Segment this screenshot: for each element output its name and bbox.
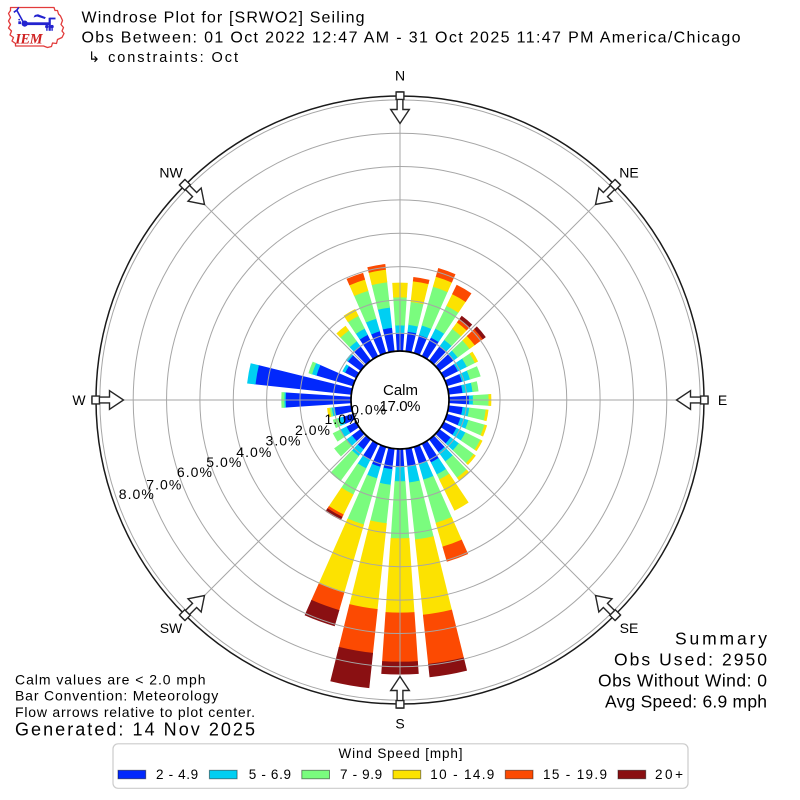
svg-text:10 - 14.9: 10 - 14.9 [430,767,494,782]
svg-text:↳ constraints: Oct: ↳ constraints: Oct [88,50,238,66]
svg-text:15 - 19.9: 15 - 19.9 [543,767,607,782]
svg-text:1.0%: 1.0% [325,411,360,427]
svg-text:NE: NE [619,165,638,181]
svg-text:Calm: Calm [383,382,418,399]
svg-text:Wind Speed [mph]: Wind Speed [mph] [339,746,463,761]
svg-text:SW: SW [160,620,183,636]
svg-text:Windrose Plot for [SRWO2] Seil: Windrose Plot for [SRWO2] Seiling [82,10,365,27]
svg-text:0.0%: 0.0% [351,402,386,418]
svg-text:N: N [395,68,405,84]
svg-text:NW: NW [159,165,183,181]
svg-text:Obs Between: 01 Oct 2022 12:47: Obs Between: 01 Oct 2022 12:47 AM - 31 O… [82,30,741,47]
svg-text:2 - 4.9: 2 - 4.9 [156,767,198,782]
svg-text:20+: 20+ [655,767,683,782]
svg-text:Obs Without Wind: 0: Obs Without Wind: 0 [598,671,767,691]
svg-text:8.0%: 8.0% [119,486,154,502]
svg-text:W: W [72,392,86,408]
svg-text:3.0%: 3.0% [266,433,301,449]
svg-text:Flow arrows relative to plot c: Flow arrows relative to plot center. [15,704,255,720]
svg-text:5.0%: 5.0% [206,454,241,470]
svg-text:Obs Used: 2950: Obs Used: 2950 [614,650,767,670]
svg-text:17.0%: 17.0% [380,398,421,415]
svg-text:Calm values are < 2.0 mph: Calm values are < 2.0 mph [15,672,206,688]
svg-text:2.0%: 2.0% [295,422,330,438]
svg-text:Generated: 14 Nov 2025: Generated: 14 Nov 2025 [15,720,255,740]
svg-text:Avg Speed: 6.9 mph: Avg Speed: 6.9 mph [605,692,767,712]
svg-text:E: E [718,392,727,408]
svg-text:7 - 9.9: 7 - 9.9 [340,767,382,782]
svg-text:5 - 6.9: 5 - 6.9 [249,767,291,782]
svg-text:4.0%: 4.0% [236,444,271,460]
svg-text:S: S [395,716,404,732]
svg-text:IEM: IEM [14,32,44,48]
svg-text:7.0%: 7.0% [146,476,181,492]
svg-text:SE: SE [620,620,639,636]
svg-text:Summary: Summary [675,629,767,649]
svg-text:Bar Convention: Meteorology: Bar Convention: Meteorology [15,688,218,704]
svg-text:6.0%: 6.0% [177,464,212,480]
